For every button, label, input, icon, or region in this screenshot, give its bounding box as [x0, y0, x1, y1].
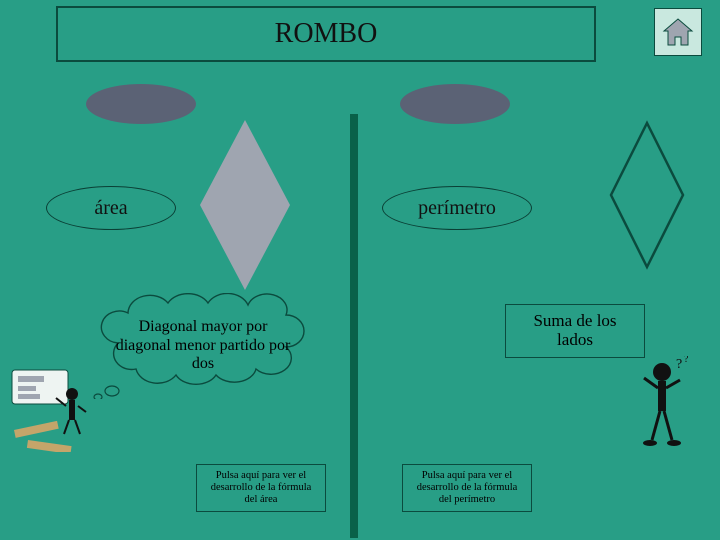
shadow-oval-right: [400, 84, 510, 124]
area-oval[interactable]: área: [46, 186, 176, 230]
rhombus-outline-icon: [608, 120, 686, 275]
perimeter-oval[interactable]: perímetro: [382, 186, 532, 230]
svg-text:?: ?: [684, 356, 689, 365]
home-icon: [661, 17, 695, 47]
perimeter-cta-button[interactable]: Pulsa aquí para ver el desarrollo de la …: [402, 464, 532, 512]
teacher-clipart-icon: [8, 356, 100, 452]
title-bar: ROMBO: [56, 6, 596, 62]
home-button[interactable]: [654, 8, 702, 56]
perimeter-formula-box: Suma de los lados: [505, 304, 645, 358]
vertical-divider: [350, 114, 358, 538]
rhombus-filled-icon: [200, 120, 290, 290]
shadow-oval-left: [86, 84, 196, 124]
svg-text:?: ?: [676, 357, 682, 372]
area-label: área: [94, 197, 127, 220]
confused-clipart-icon: ? ?: [636, 356, 694, 448]
area-cta-label: Pulsa aquí para ver el desarrollo de la …: [211, 470, 312, 505]
area-cta-button[interactable]: Pulsa aquí para ver el desarrollo de la …: [196, 464, 326, 512]
perimeter-label: perímetro: [418, 197, 496, 220]
area-formula-cloud: Diagonal mayor por diagonal menor partid…: [88, 293, 318, 399]
page-title: ROMBO: [275, 18, 378, 50]
perimeter-formula-text: Suma de los lados: [514, 312, 636, 349]
perimeter-cta-label: Pulsa aquí para ver el desarrollo de la …: [417, 470, 518, 505]
area-formula-text: Diagonal mayor por diagonal menor partid…: [88, 293, 318, 399]
